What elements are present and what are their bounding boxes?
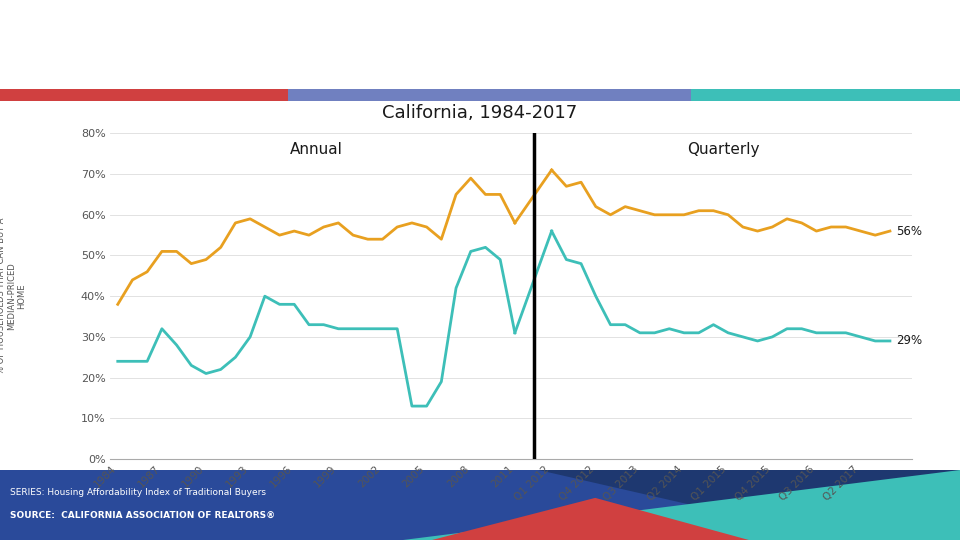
Polygon shape xyxy=(0,470,845,540)
Text: % OF HOUSEHOLDS THAT CAN BUY A
MEDIAN-PRICED
HOME: % OF HOUSEHOLDS THAT CAN BUY A MEDIAN-PR… xyxy=(0,218,27,374)
Text: 29%: 29% xyxy=(896,334,922,347)
Text: Housing Affordability Peaked at Q1 2012: Housing Affordability Peaked at Q1 2012 xyxy=(110,31,781,58)
Text: 56%: 56% xyxy=(896,225,922,238)
Text: Annual: Annual xyxy=(290,141,343,157)
Polygon shape xyxy=(403,470,960,540)
Text: California, 1984-2017: California, 1984-2017 xyxy=(382,104,578,122)
Text: SERIES: Housing Affordability Index of Traditional Buyers: SERIES: Housing Affordability Index of T… xyxy=(10,488,266,497)
Bar xyxy=(288,89,691,101)
Polygon shape xyxy=(0,29,194,60)
Polygon shape xyxy=(0,19,209,70)
Bar xyxy=(0,89,288,101)
Bar xyxy=(691,89,960,101)
Text: Quarterly: Quarterly xyxy=(686,141,759,157)
Polygon shape xyxy=(432,498,749,540)
Text: SOURCE:  CALIFORNIA ASSOCIATION OF REALTORS®: SOURCE: CALIFORNIA ASSOCIATION OF REALTO… xyxy=(10,511,275,520)
Polygon shape xyxy=(0,25,199,64)
